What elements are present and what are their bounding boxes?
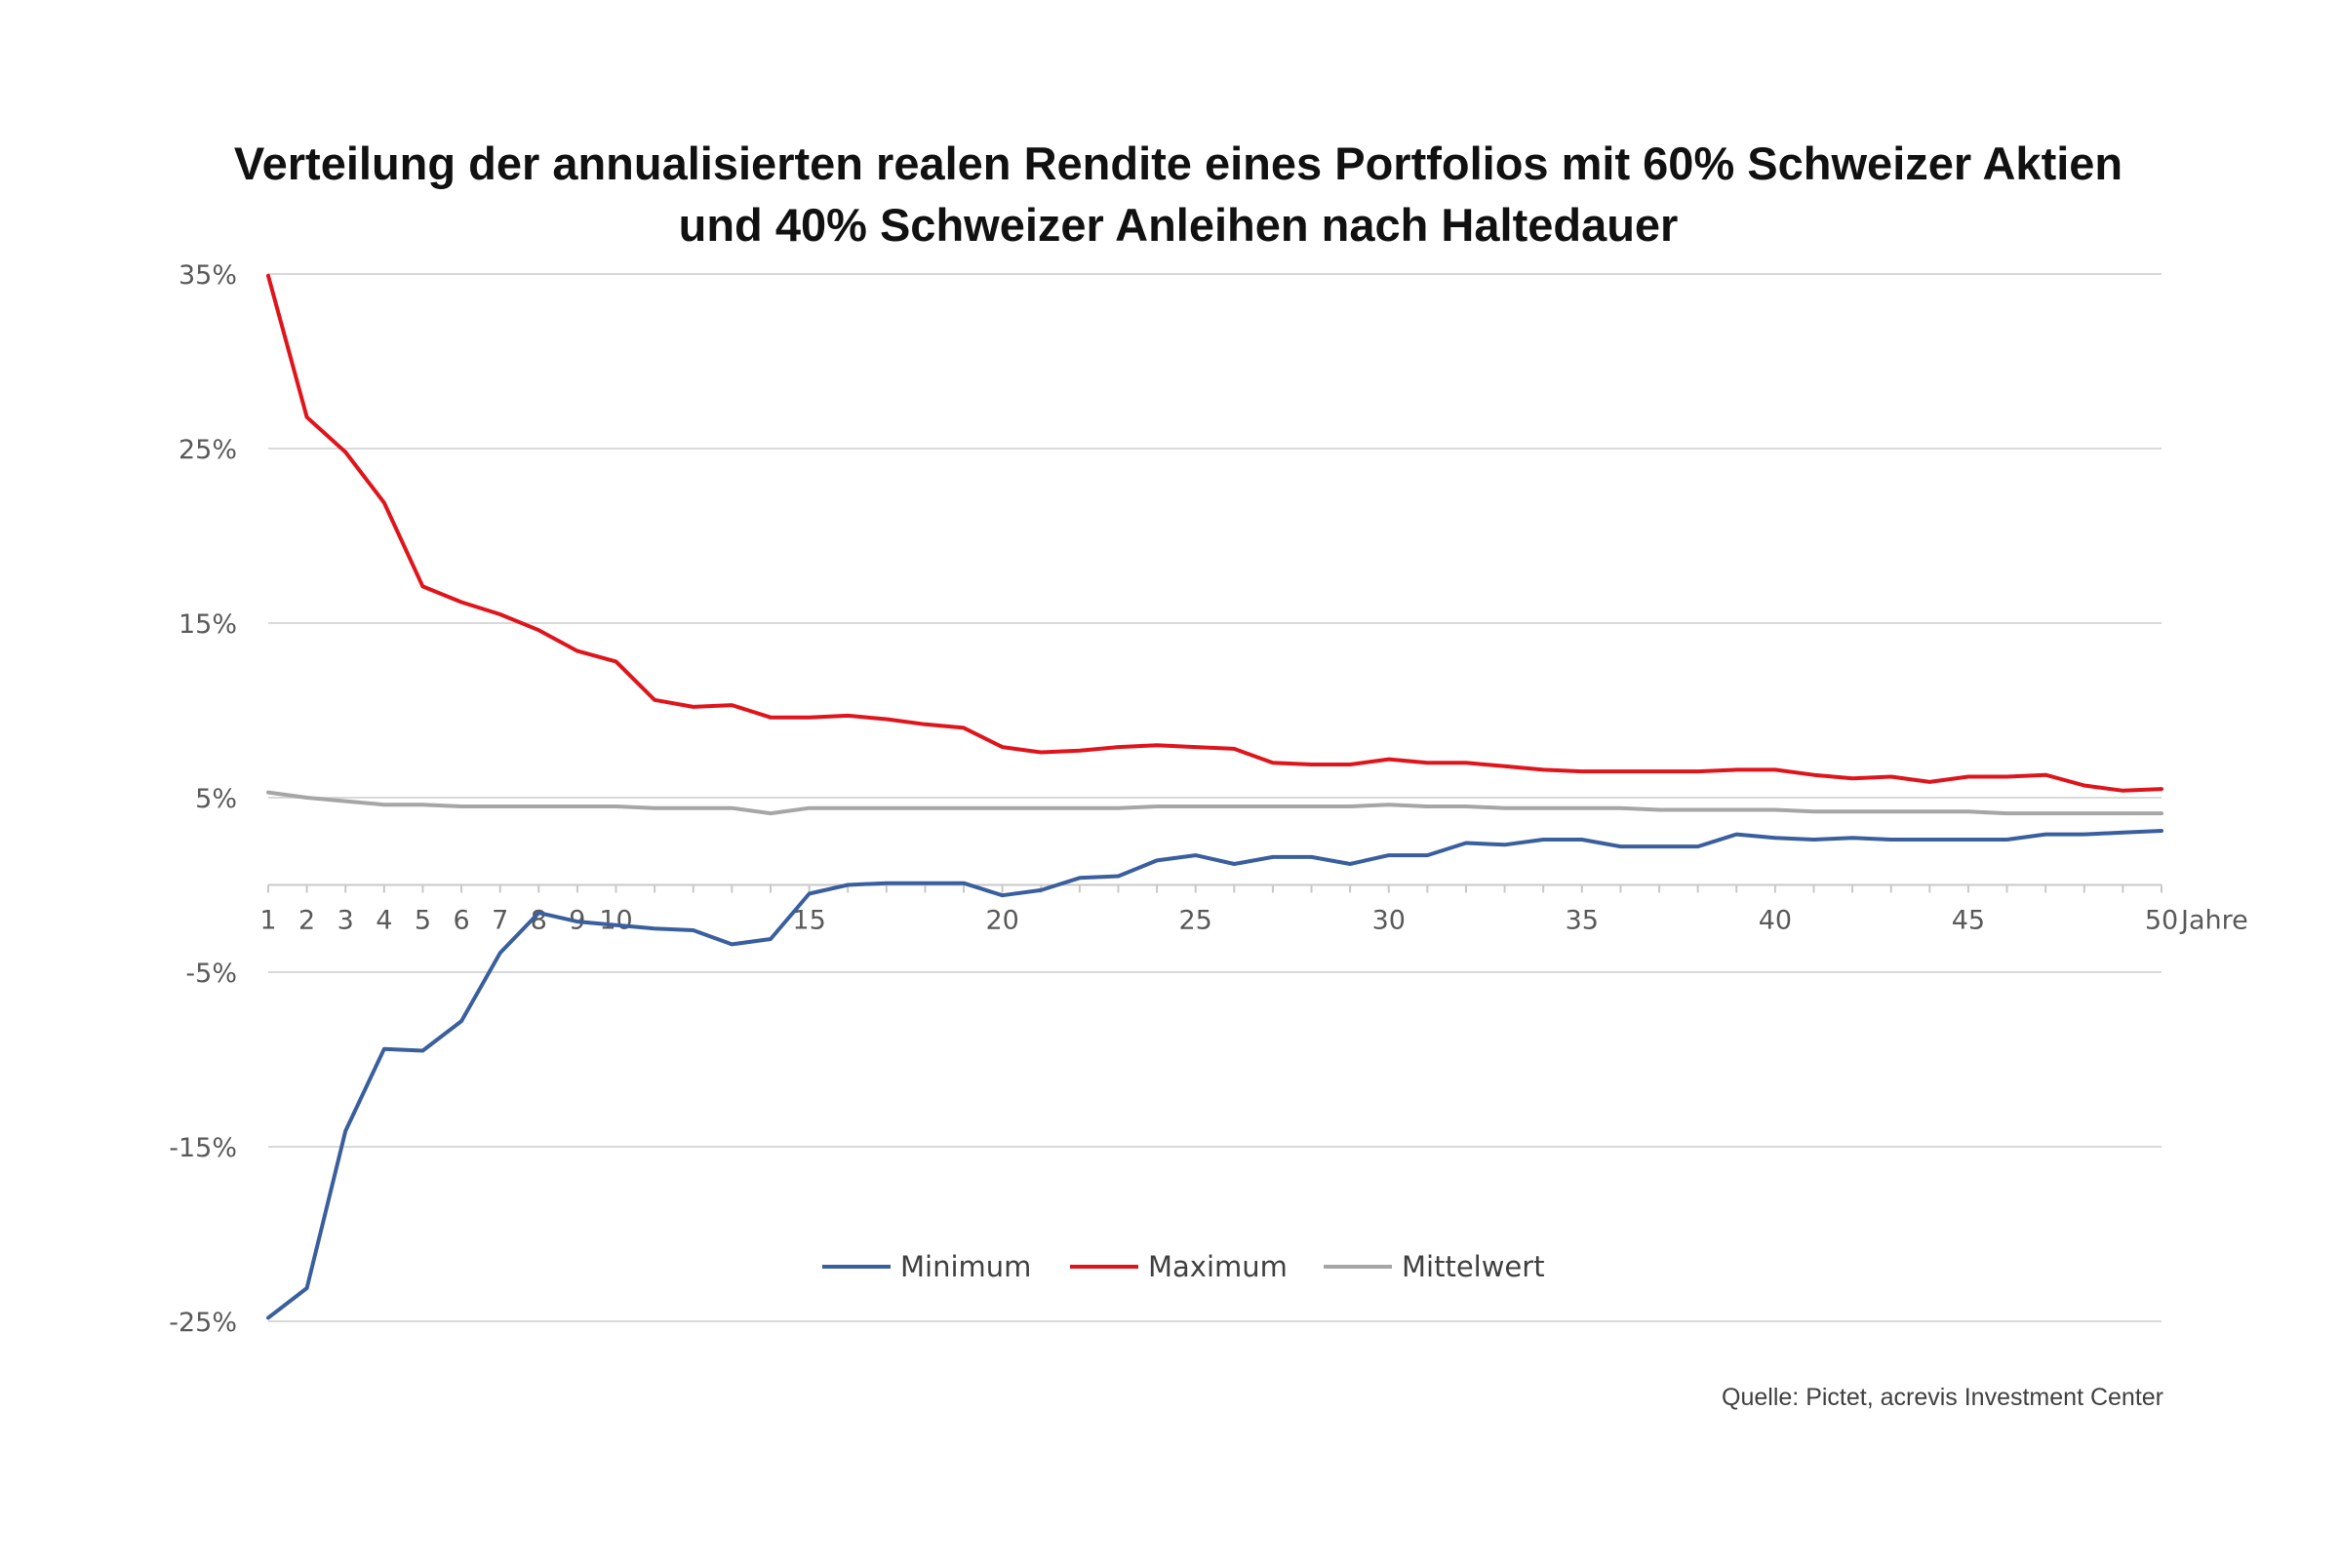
x-tick-label: 15 (792, 906, 825, 936)
x-tick-label: 1 (259, 906, 276, 936)
x-tick-label: 50 (2145, 906, 2178, 936)
legend-label-mittelwert: Mittelwert (1402, 1250, 1545, 1283)
legend-label-maximum: Maximum (1148, 1250, 1288, 1283)
series-line-minimum (266, 829, 2163, 1320)
y-tick-label: -25% (169, 1308, 237, 1338)
source-note: Quelle: Pictet, acrevis Investment Cente… (1722, 1384, 2163, 1411)
series-lines (266, 273, 2163, 1320)
y-tick-label: 35% (179, 260, 237, 291)
legend: Minimum Maximum Mittelwert (822, 1250, 1545, 1283)
x-tick-label: 20 (985, 906, 1018, 936)
x-tick-labels: 1 2 3 4 5 6 7 8 9 10 15 20 25 30 35 40 45 50 (259, 884, 2178, 936)
y-tick-label: 25% (179, 435, 237, 465)
y-gridlines (268, 273, 2162, 1322)
x-tick-label: 25 (1179, 906, 1212, 936)
x-tick-label: 6 (453, 906, 469, 936)
y-tick-label: -15% (169, 1133, 237, 1163)
x-tick-label: 35 (1566, 906, 1599, 936)
x-tick-label: 4 (376, 906, 392, 936)
series-line-mittelwert (266, 790, 2163, 816)
y-tick-label: -5% (185, 959, 237, 989)
x-tick-label: 3 (337, 906, 354, 936)
x-tick-label: 30 (1372, 906, 1406, 936)
x-tick-label: 2 (298, 906, 315, 936)
chart-title-line-1: Verteilung der annualisierten realen Ren… (234, 137, 2123, 189)
x-tick-label: 7 (492, 906, 508, 936)
x-axis-label: Jahre (2179, 906, 2248, 936)
y-tick-label: 15% (179, 609, 237, 640)
x-tick-label: 10 (599, 906, 632, 936)
x-tick-label: 45 (1952, 906, 1985, 936)
chart-title: Verteilung der annualisierten realen Ren… (234, 137, 2123, 251)
x-tick-label: 40 (1759, 906, 1792, 936)
y-tick-labels: 35% 25% 15% 5% -5% -15% -25% (169, 260, 237, 1338)
x-tick-label: 5 (415, 906, 431, 936)
legend-label-minimum: Minimum (900, 1250, 1031, 1283)
series-line-maximum (266, 273, 2163, 793)
chart-title-line-2: und 40% Schweizer Anleihen nach Haltedau… (679, 199, 1679, 251)
y-tick-label: 5% (195, 784, 237, 814)
